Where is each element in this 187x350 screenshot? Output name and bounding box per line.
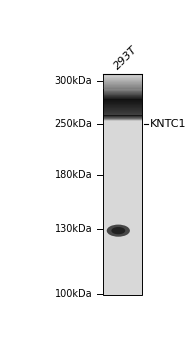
Bar — [103, 115, 142, 117]
Bar — [103, 116, 142, 117]
Bar — [103, 106, 142, 107]
Bar — [103, 78, 142, 79]
Text: KNTC1: KNTC1 — [149, 119, 186, 129]
Bar — [103, 80, 142, 81]
Bar — [103, 118, 142, 119]
Bar — [103, 114, 142, 115]
Bar — [103, 77, 142, 78]
Text: 250kDa: 250kDa — [54, 119, 92, 129]
Bar — [103, 119, 142, 120]
Bar — [103, 91, 142, 92]
Bar — [103, 92, 142, 93]
Text: 180kDa: 180kDa — [55, 170, 92, 180]
Bar — [103, 116, 142, 117]
Bar — [103, 112, 142, 113]
Bar — [103, 87, 142, 88]
Bar — [103, 75, 142, 76]
Bar — [103, 94, 142, 95]
Bar — [103, 120, 142, 121]
Text: 130kDa: 130kDa — [55, 224, 92, 234]
Text: 100kDa: 100kDa — [55, 289, 92, 299]
Bar — [103, 97, 142, 98]
Bar — [103, 116, 142, 118]
Bar — [103, 111, 142, 112]
Bar — [103, 93, 142, 94]
Bar — [103, 118, 142, 120]
Text: 300kDa: 300kDa — [55, 76, 92, 86]
Bar — [103, 119, 142, 120]
Bar — [103, 113, 142, 114]
Bar — [103, 119, 142, 120]
Bar — [103, 90, 142, 91]
Text: 293T: 293T — [112, 45, 139, 72]
Bar — [103, 85, 142, 86]
Bar — [103, 88, 142, 89]
Bar — [103, 115, 142, 116]
Bar — [103, 76, 142, 77]
Bar — [103, 120, 142, 121]
Bar — [103, 100, 142, 101]
Bar — [103, 99, 142, 100]
Bar — [103, 101, 142, 102]
Bar — [103, 79, 142, 80]
Bar — [103, 118, 142, 119]
Bar — [103, 117, 142, 119]
Bar — [103, 84, 142, 85]
Bar — [103, 117, 142, 118]
Bar — [103, 118, 142, 119]
Bar — [103, 98, 142, 99]
Bar — [103, 105, 142, 106]
Bar — [103, 117, 142, 118]
Bar — [103, 96, 142, 97]
Bar — [103, 82, 142, 83]
Bar — [103, 110, 142, 111]
Bar — [103, 108, 142, 109]
Bar — [103, 103, 142, 104]
Bar — [103, 104, 142, 105]
Bar — [103, 89, 142, 90]
Ellipse shape — [111, 227, 125, 234]
Bar — [103, 74, 142, 295]
Bar — [103, 117, 142, 118]
Bar — [103, 95, 142, 96]
Bar — [103, 115, 142, 117]
Bar — [103, 74, 142, 75]
Bar — [103, 119, 142, 121]
Bar — [103, 81, 142, 82]
Ellipse shape — [107, 225, 130, 237]
Bar — [103, 102, 142, 103]
Bar — [103, 115, 142, 116]
Bar — [103, 109, 142, 110]
Bar — [103, 83, 142, 84]
Bar — [103, 107, 142, 108]
Bar — [103, 86, 142, 87]
